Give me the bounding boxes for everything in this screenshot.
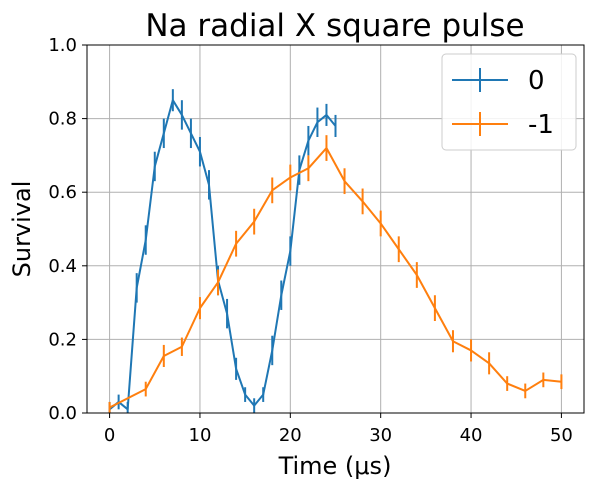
x-tick-label: 10	[189, 425, 212, 446]
legend: 0-1	[441, 53, 577, 151]
x-axis-label: Time (μs)	[278, 452, 392, 480]
y-tick-label: 0.4	[48, 256, 77, 277]
series-1	[108, 135, 563, 413]
legend-box	[441, 53, 577, 151]
x-tick-label: 40	[460, 425, 483, 446]
legend-label: -1	[528, 110, 554, 140]
series-line	[108, 99, 337, 411]
legend-entries: 0-1	[452, 66, 554, 140]
y-tick-label: 1.0	[48, 35, 77, 56]
y-tick-label: 0.8	[48, 109, 77, 130]
chart-title: Na radial X square pulse	[145, 8, 524, 44]
x-tick-label: 50	[550, 425, 573, 446]
y-axis-label: Survival	[8, 181, 36, 278]
x-tick-label: 0	[104, 425, 115, 446]
y-tick-label: 0.6	[48, 182, 77, 203]
y-tick-label: 0.2	[48, 329, 77, 350]
tick-layer: 0 10 20 30 40 50 0.0 0.2 0.4 0.6 0.8 1.0	[48, 35, 573, 446]
y-tick-label: 0.0	[48, 403, 77, 424]
series-layer	[108, 89, 563, 413]
plot-frame	[86, 44, 585, 414]
x-tick-label: 20	[279, 425, 302, 446]
legend-label: 0	[528, 66, 545, 96]
x-tick-label: 30	[369, 425, 392, 446]
